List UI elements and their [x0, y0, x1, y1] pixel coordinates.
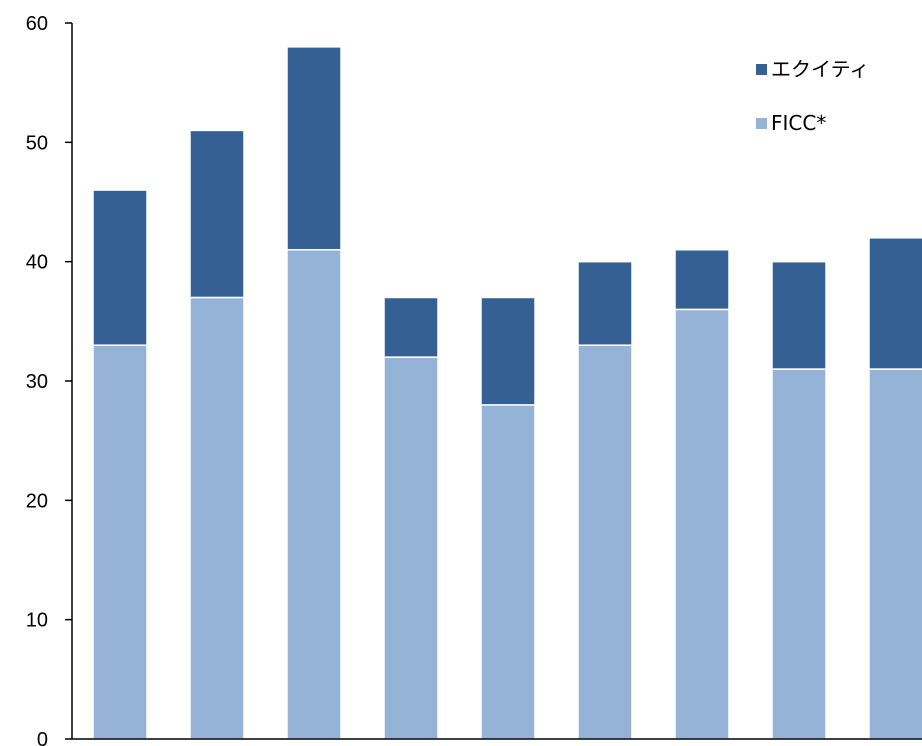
bar-ficc-6: [577, 344, 633, 740]
bar-equity-8: [771, 260, 827, 370]
bar-ficc-4: [383, 356, 439, 740]
bar-equity-9: [868, 237, 922, 370]
bar-equity-5: [480, 296, 536, 406]
legend-swatch-ficc: [756, 118, 767, 129]
axes: [65, 22, 922, 740]
bar-ficc-1: [92, 344, 148, 740]
y-tick-label: 10: [26, 610, 48, 632]
y-tick-label: 20: [26, 490, 48, 512]
bar-ficc-3: [286, 248, 342, 740]
y-tick-label: 50: [26, 132, 48, 154]
y-tick-label: 40: [26, 252, 48, 274]
bar-equity-3: [286, 46, 342, 251]
bar-equity-1: [92, 189, 148, 346]
y-tick-label: 0: [37, 729, 48, 746]
bar-equity-4: [383, 296, 439, 358]
bar-ficc-5: [480, 404, 536, 740]
legend: エクイティ FICC*: [756, 57, 869, 135]
bar-group: [92, 46, 922, 740]
bar-ficc-7: [674, 308, 730, 740]
bar-ficc-2: [189, 296, 245, 740]
bar-equity-2: [189, 129, 245, 299]
y-tick-labels: 0 10 20 30 40 50 60: [26, 13, 48, 746]
bar-equity-6: [577, 260, 633, 346]
bar-ficc-9: [868, 368, 922, 740]
legend-label-ficc: FICC*: [771, 111, 826, 135]
y-tick-label: 30: [26, 371, 48, 393]
y-tick-label: 60: [26, 13, 48, 35]
bar-ficc-8: [771, 368, 827, 740]
legend-swatch-equity: [756, 64, 767, 75]
bar-equity-7: [674, 248, 730, 311]
legend-label-equity: エクイティ: [771, 57, 869, 81]
